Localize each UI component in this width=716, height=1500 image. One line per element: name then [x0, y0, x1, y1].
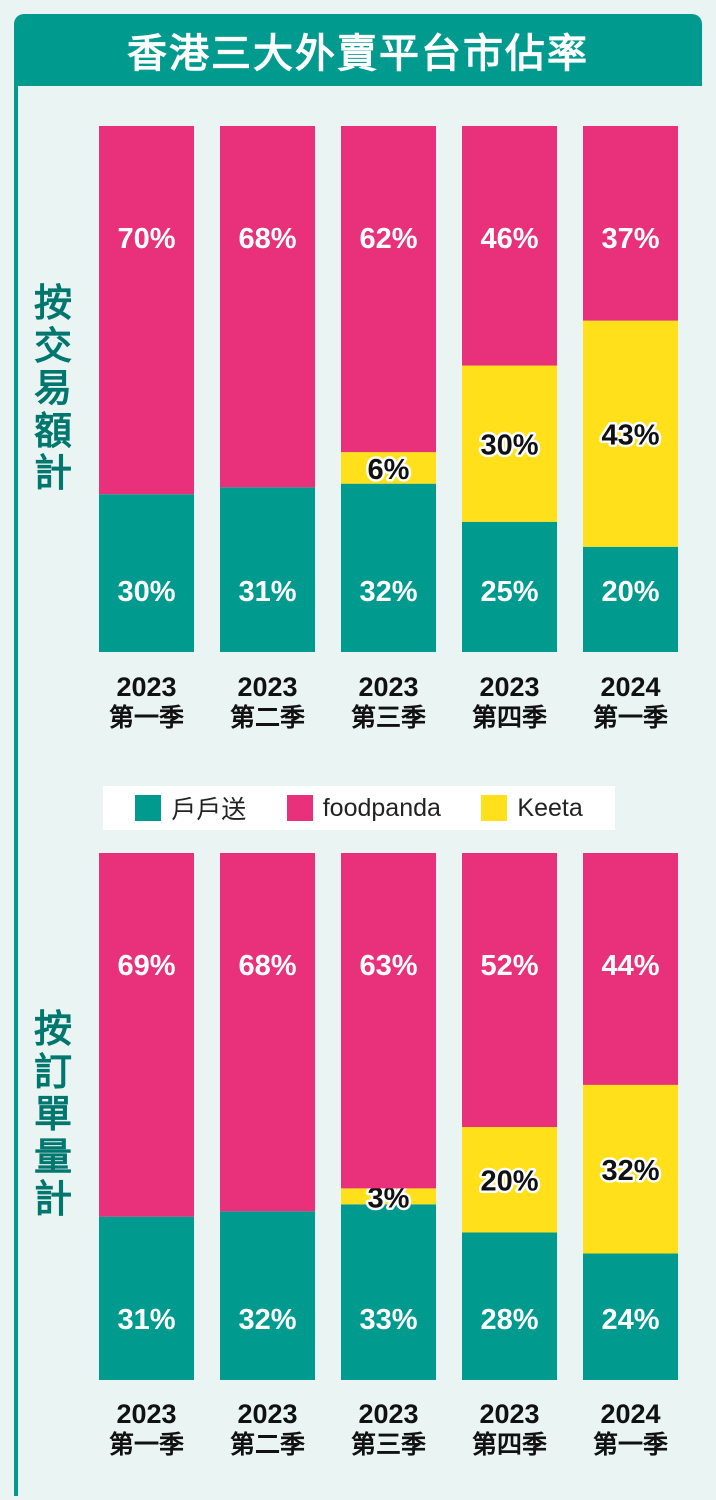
category-label-1-1-0: 2023	[237, 1399, 297, 1429]
data-label-0-2-2: 62%	[359, 223, 417, 255]
bar-segment-1-4-2	[583, 853, 678, 1085]
data-label-0-3-0: 25%	[480, 576, 538, 608]
category-label-0-0-1: 第一季	[109, 703, 184, 732]
data-label-1-3-2: 52%	[480, 950, 538, 982]
data-label-1-2-0: 33%	[359, 1304, 417, 1336]
data-label-0-0-0: 30%	[117, 576, 175, 608]
data-label-1-0-0: 31%	[117, 1304, 175, 1336]
bar-segment-1-4-0	[583, 1253, 678, 1380]
bar-segment-1-2-2	[341, 853, 436, 1189]
category-label-0-1-1: 第二季	[230, 703, 305, 732]
bar-segment-1-1-0	[220, 1211, 315, 1380]
side-label-transaction: 按交易額計	[33, 281, 72, 496]
legend-item-foodpanda: foodpanda	[286, 793, 441, 823]
data-label-1-4-0: 24%	[601, 1304, 659, 1336]
bar-segment-0-2-0	[341, 483, 436, 652]
category-label-1-2-1: 第三季	[351, 1430, 426, 1459]
category-label-0-4-0: 2024	[600, 672, 660, 702]
data-label-0-1-2: 68%	[238, 223, 296, 255]
data-label-1-4-1: 32%	[601, 1155, 659, 1187]
chart-frame	[14, 86, 702, 1496]
data-label-0-2-1: 6%	[368, 454, 410, 486]
data-label-0-1-0: 31%	[238, 576, 296, 608]
chart-panel-1: 30%70%2023第一季31%68%2023第二季32%6%62%2023第三…	[99, 126, 678, 732]
bar-segment-0-3-0	[462, 521, 557, 652]
category-label-1-3-0: 2023	[479, 1399, 539, 1429]
category-label-0-0-0: 2023	[116, 672, 176, 702]
category-label-1-0-1: 第一季	[109, 1430, 184, 1459]
bar-segment-1-2-1	[341, 1188, 436, 1205]
legend-label-foodpanda: foodpanda	[322, 793, 441, 822]
category-label-1-4-0: 2024	[600, 1399, 660, 1429]
legend-label-deliveroo: 戶戶送	[171, 796, 247, 824]
data-label-0-3-2: 46%	[480, 223, 538, 255]
legend-swatch-foodpanda	[286, 795, 313, 821]
data-label-1-0-2: 69%	[117, 950, 175, 982]
category-label-0-1-0: 2023	[237, 672, 297, 702]
category-label-1-4-1: 第一季	[593, 1430, 668, 1459]
data-label-0-4-0: 20%	[601, 576, 659, 608]
legend-swatch-keeta	[481, 795, 508, 821]
data-label-0-2-0: 32%	[359, 576, 417, 608]
category-label-0-2-0: 2023	[358, 672, 418, 702]
legend: 戶戶送 foodpanda Keeta	[103, 786, 615, 830]
data-label-1-4-2: 44%	[601, 950, 659, 982]
data-label-0-4-1: 43%	[601, 420, 659, 452]
bar-segment-0-3-2	[462, 126, 557, 366]
bar-segment-0-1-0	[220, 487, 315, 652]
bar-segment-1-3-2	[462, 853, 557, 1128]
category-label-0-2-1: 第三季	[351, 703, 426, 732]
bar-segment-0-2-2	[341, 126, 436, 453]
bar-segment-0-4-2	[583, 126, 678, 321]
bar-segment-1-4-1	[583, 1084, 678, 1254]
bar-segment-0-0-0	[99, 494, 194, 652]
data-label-1-1-2: 68%	[238, 950, 296, 982]
category-label-1-0-0: 2023	[116, 1399, 176, 1429]
bar-segment-1-3-0	[462, 1232, 557, 1380]
data-label-1-2-2: 63%	[359, 950, 417, 982]
bar-segment-0-4-0	[583, 546, 678, 652]
bar-segment-0-2-1	[341, 452, 436, 484]
category-label-0-3-0: 2023	[479, 672, 539, 702]
legend-swatch-deliveroo	[135, 795, 162, 821]
data-label-0-4-2: 37%	[601, 223, 659, 255]
category-label-1-1-1: 第二季	[230, 1430, 305, 1459]
category-label-0-3-1: 第四季	[472, 703, 547, 732]
bar-segment-1-0-2	[99, 853, 194, 1217]
chart-panel-2: 31%69%2023第一季32%68%2023第二季33%3%63%2023第三…	[99, 853, 678, 1459]
data-label-0-0-2: 70%	[117, 223, 175, 255]
legend-item-keeta: Keeta	[481, 793, 583, 823]
data-label-1-1-0: 32%	[238, 1304, 296, 1336]
bar-segment-1-3-1	[462, 1127, 557, 1233]
bar-segment-0-4-1	[583, 320, 678, 547]
bar-segment-0-3-1	[462, 365, 557, 522]
chart-header: 香港三大外賣平台市佔率	[14, 14, 702, 86]
bar-segment-0-0-2	[99, 126, 194, 495]
category-label-0-4-1: 第一季	[593, 703, 668, 732]
category-label-1-3-1: 第四季	[472, 1430, 547, 1459]
data-label-1-3-1: 20%	[480, 1166, 538, 1198]
chart-title: 香港三大外賣平台市佔率	[127, 31, 589, 77]
side-label-orders: 按訂單量計	[33, 1007, 72, 1222]
bar-segment-0-1-2	[220, 126, 315, 488]
legend-item-deliveroo: 戶戶送	[135, 790, 246, 826]
bar-segment-1-2-0	[341, 1204, 436, 1380]
bar-segment-1-1-2	[220, 853, 315, 1212]
bar-segment-1-0-0	[99, 1216, 194, 1380]
data-label-0-3-1: 30%	[480, 430, 538, 462]
legend-label-keeta: Keeta	[517, 793, 583, 822]
category-label-1-2-0: 2023	[358, 1399, 418, 1429]
data-label-1-3-0: 28%	[480, 1304, 538, 1336]
